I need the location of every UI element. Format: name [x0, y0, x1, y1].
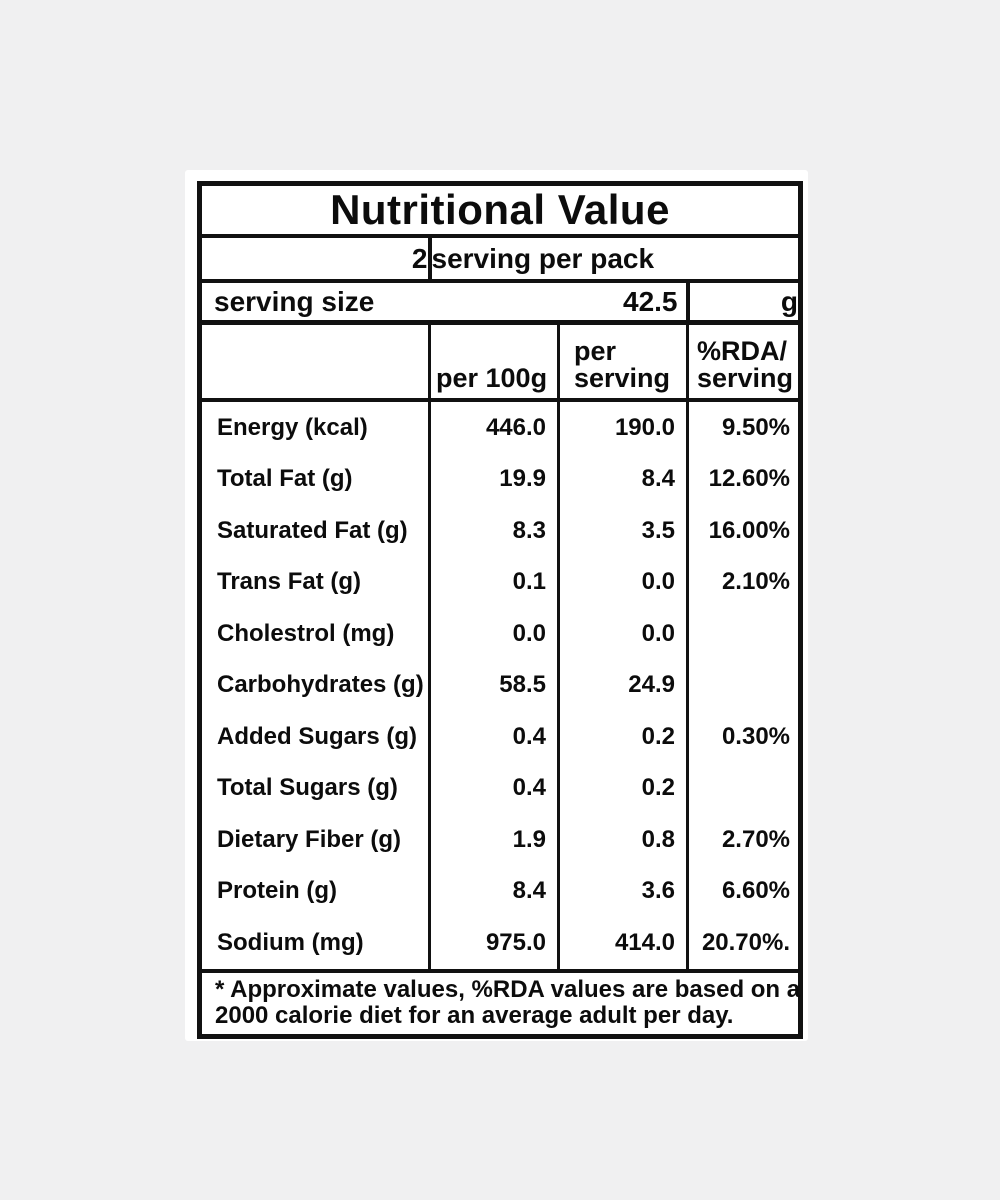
table-row-total-fat: Total Fat (g) 19.9 8.4 12.60%	[200, 453, 801, 505]
nutrient-label: Trans Fat (g)	[217, 568, 362, 596]
per-serving-value: 0.2	[557, 711, 688, 763]
rda-value	[685, 608, 801, 660]
nutrient-label: Saturated Fat (g)	[217, 516, 408, 544]
nutrient-label: Total Fat (g)	[217, 465, 353, 493]
per-100g-value: 0.1	[428, 556, 559, 608]
per-serving-value: 3.6	[557, 865, 688, 917]
serving-size-label: serving size	[214, 285, 375, 317]
per-100g-value: 0.4	[428, 762, 559, 814]
table-row-total-sugars: Total Sugars (g) 0.4 0.2	[200, 762, 801, 814]
nutrient-label: Sodium (mg)	[217, 928, 364, 956]
per-serving-value: 3.5	[557, 505, 688, 557]
per-serving-value: 0.0	[557, 556, 688, 608]
table-row-trans-fat: Trans Fat (g) 0.1 0.0 2.10%	[200, 556, 801, 608]
header-rda-serving: %RDA/ serving	[685, 322, 801, 402]
rda-value: 20.70%.	[685, 917, 801, 971]
table-title: Nutritional Value	[199, 183, 801, 238]
rda-value: 2.70%	[685, 814, 801, 866]
per-serving-value: 0.0	[557, 608, 688, 660]
footnote-line-2: 2000 calorie diet for an average adult p…	[215, 1002, 734, 1029]
rda-value	[685, 659, 801, 711]
nutrition-label-card: Nutritional Value 2 serving per pack ser…	[185, 170, 808, 1041]
footnote: * Approximate values, %RDA values are ba…	[199, 968, 801, 1036]
table-row-carbohydrates: Carbohydrates (g) 58.5 24.9	[200, 659, 801, 711]
table-row-energy: Energy (kcal) 446.0 190.0 9.50%	[200, 400, 801, 454]
per-serving-value: 0.2	[557, 762, 688, 814]
nutrient-label: Cholestrol (mg)	[217, 619, 395, 647]
rda-value: 9.50%	[685, 400, 801, 454]
table-row-saturated-fat: Saturated Fat (g) 8.3 3.5 16.00%	[200, 505, 801, 557]
per-100g-value: 8.4	[428, 865, 559, 917]
per-100g-value: 0.0	[428, 608, 559, 660]
per-serving-value: 8.4	[557, 453, 688, 505]
per-100g-value: 19.9	[428, 453, 559, 505]
rda-value: 0.30%	[685, 711, 801, 763]
servings-count: 2	[199, 236, 430, 283]
nutrient-label: Carbohydrates (g)	[217, 671, 424, 699]
header-per-100g: per 100g	[428, 322, 559, 402]
header-per-serving: per serving	[557, 322, 688, 402]
table-row-protein: Protein (g) 8.4 3.6 6.60%	[200, 865, 801, 917]
per-serving-value: 190.0	[557, 400, 688, 454]
per-100g-value: 8.3	[428, 505, 559, 557]
footnote-row: * Approximate values, %RDA values are ba…	[199, 968, 801, 1036]
nutrition-table: Nutritional Value 2 serving per pack ser…	[197, 181, 804, 1039]
table-row-sodium: Sodium (mg) 975.0 414.0 20.70%.	[200, 917, 801, 971]
per-serving-value: 24.9	[557, 659, 688, 711]
per-100g-value: 58.5	[428, 659, 559, 711]
rda-value: 16.00%	[685, 505, 801, 557]
nutrient-label: Total Sugars (g)	[217, 774, 398, 802]
per-serving-value: 414.0	[557, 917, 688, 971]
column-header-row: per 100g per serving %RDA/ serving	[199, 322, 801, 402]
rda-value	[685, 762, 801, 814]
serving-size-row: serving size 42.5 g	[199, 281, 801, 325]
nutrient-label: Protein (g)	[217, 877, 337, 905]
serving-size-unit: g	[685, 281, 801, 325]
per-serving-value: 0.8	[557, 814, 688, 866]
table-row-dietary-fiber: Dietary Fiber (g) 1.9 0.8 2.70%	[200, 814, 801, 866]
nutrient-label: Dietary Fiber (g)	[217, 825, 402, 853]
nutrient-label: Energy (kcal)	[217, 413, 368, 441]
table-row-cholestrol: Cholestrol (mg) 0.0 0.0	[200, 608, 801, 660]
rda-value: 2.10%	[685, 556, 801, 608]
per-100g-value: 1.9	[428, 814, 559, 866]
header-empty-cell	[199, 322, 430, 402]
serving-size-value: 42.5	[623, 285, 678, 317]
servings-per-pack-row: 2 serving per pack	[199, 236, 801, 283]
per-100g-value: 975.0	[428, 917, 559, 971]
nutrient-label: Added Sugars (g)	[217, 722, 418, 750]
rda-value: 12.60%	[685, 453, 801, 505]
table-row-added-sugars: Added Sugars (g) 0.4 0.2 0.30%	[200, 711, 801, 763]
per-100g-value: 446.0	[428, 400, 559, 454]
rda-value: 6.60%	[685, 865, 801, 917]
per-100g-value: 0.4	[428, 711, 559, 763]
title-row: Nutritional Value	[199, 183, 801, 238]
footnote-line-1: * Approximate values, %RDA values are ba…	[215, 976, 801, 1003]
servings-label: serving per pack	[427, 236, 801, 283]
